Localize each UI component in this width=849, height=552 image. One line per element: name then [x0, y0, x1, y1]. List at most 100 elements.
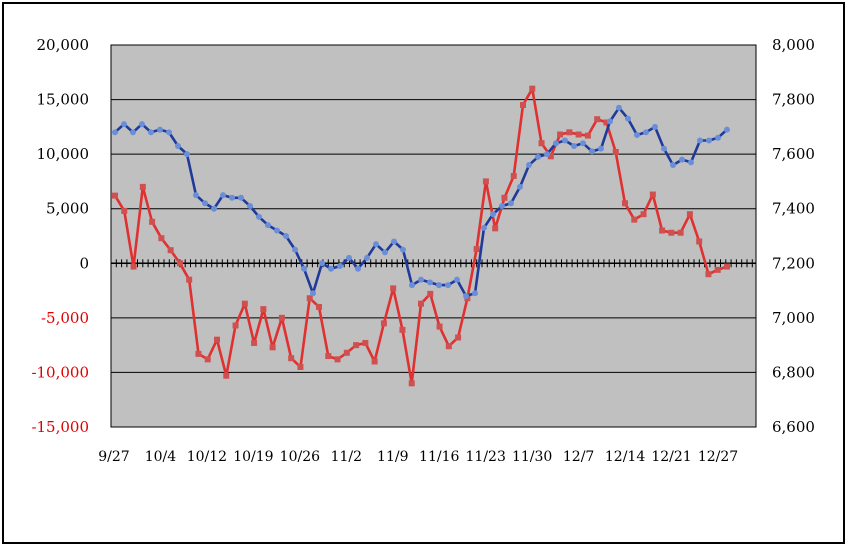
- data-point: [571, 142, 577, 149]
- data-point: [670, 162, 676, 169]
- data-point: [724, 126, 730, 133]
- data-point: [508, 200, 514, 207]
- data-point: [256, 213, 262, 220]
- data-point: [686, 211, 693, 218]
- data-point: [526, 162, 532, 169]
- y-left-tick-label: -10,000: [31, 363, 89, 381]
- y-left-tick-label: 5,000: [46, 200, 89, 218]
- x-tick-label: 9/27: [98, 449, 129, 465]
- data-point: [220, 192, 226, 199]
- data-point: [399, 326, 406, 333]
- data-point: [139, 183, 146, 190]
- data-point: [481, 224, 487, 231]
- data-point: [390, 285, 397, 292]
- data-point: [668, 229, 675, 236]
- data-point: [473, 246, 480, 253]
- y-left-tick-label: -5,000: [41, 309, 89, 327]
- data-point: [371, 358, 378, 365]
- chart-frame: 20,000 15,000 10,000 5,000 0 -5,000 -10,000 -15…: [2, 2, 845, 544]
- data-point: [455, 334, 462, 341]
- data-point: [186, 276, 193, 283]
- data-point: [195, 350, 202, 357]
- data-point: [139, 121, 145, 128]
- data-point: [603, 119, 610, 126]
- data-point: [631, 216, 638, 223]
- data-point: [167, 247, 174, 254]
- data-point: [705, 271, 712, 278]
- data-point: [193, 192, 199, 199]
- data-point: [214, 336, 220, 343]
- data-point: [380, 320, 387, 327]
- data-point: [427, 279, 433, 286]
- x-tick-label: 10/4: [145, 449, 177, 465]
- y-right-tick-label: 7,400: [772, 200, 815, 218]
- data-point: [557, 131, 564, 138]
- data-point: [529, 85, 536, 92]
- data-point: [538, 140, 545, 147]
- data-point: [616, 104, 622, 111]
- data-point: [661, 145, 667, 152]
- data-point: [148, 129, 154, 136]
- data-point: [319, 260, 325, 267]
- data-point: [149, 218, 156, 225]
- y-left-tick-label: 0: [79, 254, 89, 272]
- data-point: [353, 342, 360, 349]
- data-point: [584, 132, 591, 139]
- data-point: [706, 137, 712, 144]
- data-point: [697, 137, 703, 144]
- data-point: [724, 263, 730, 270]
- x-tick-label: 11/2: [331, 449, 362, 465]
- data-point: [297, 363, 304, 370]
- data-point: [482, 178, 489, 185]
- data-point: [612, 148, 619, 155]
- data-point: [310, 290, 316, 297]
- data-point: [334, 356, 341, 363]
- data-point: [427, 290, 434, 297]
- data-point: [112, 129, 118, 136]
- data-point: [622, 200, 628, 207]
- data-point: [492, 225, 499, 232]
- data-point: [247, 202, 253, 209]
- data-point: [166, 129, 172, 136]
- data-point: [547, 153, 554, 160]
- y-right-tick-label: 7,000: [772, 309, 815, 327]
- x-tick-label: 12/14: [605, 449, 645, 465]
- data-point: [598, 145, 604, 152]
- x-tick-label: 10/19: [233, 449, 273, 465]
- data-point: [382, 249, 388, 256]
- data-point: [130, 129, 136, 136]
- data-point: [652, 123, 658, 130]
- data-point: [445, 282, 451, 289]
- data-point: [589, 148, 595, 155]
- x-tick-label: 11/9: [377, 449, 408, 465]
- data-point: [292, 246, 298, 253]
- data-point: [158, 235, 165, 242]
- x-tick-label: 11/30: [512, 449, 552, 465]
- data-point: [301, 265, 307, 272]
- data-point: [157, 126, 163, 133]
- data-point: [499, 202, 505, 209]
- data-point: [634, 132, 640, 139]
- data-point: [400, 246, 406, 253]
- data-point: [288, 355, 295, 362]
- data-point: [232, 322, 239, 329]
- data-point: [306, 295, 313, 302]
- data-point: [130, 263, 137, 270]
- data-point: [714, 266, 721, 273]
- data-point: [204, 356, 211, 363]
- data-point: [510, 172, 517, 179]
- data-point: [607, 118, 613, 125]
- data-point: [316, 303, 322, 310]
- data-point: [535, 153, 541, 160]
- data-point: [391, 238, 397, 245]
- data-point: [121, 121, 127, 128]
- data-point: [364, 254, 370, 261]
- data-point: [594, 116, 601, 123]
- y-left-tick-label: 15,000: [37, 91, 90, 109]
- data-point: [355, 265, 361, 272]
- data-point: [553, 140, 559, 147]
- data-point: [175, 142, 181, 149]
- data-point: [176, 260, 183, 267]
- data-point: [659, 227, 666, 234]
- data-point: [520, 102, 526, 109]
